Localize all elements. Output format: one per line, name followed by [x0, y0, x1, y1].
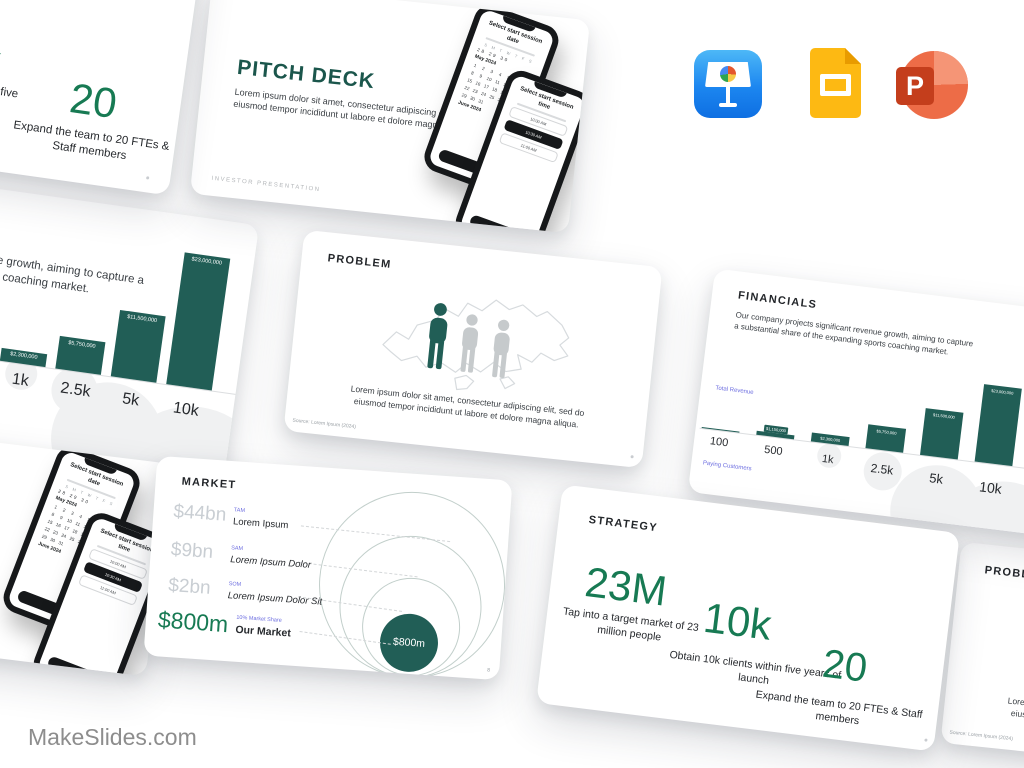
slide-card-problem[interactable]: PROBLEM Lorem ipsum	[283, 229, 663, 469]
keynote-pie-chart	[720, 66, 736, 82]
market-name: Our Market	[235, 623, 292, 640]
powerpoint-app-icon: P	[896, 50, 968, 122]
keynote-base	[719, 103, 737, 107]
source-note: Source: Lorem Ipsum (2024)	[949, 729, 1014, 743]
keynote-stand	[726, 87, 730, 104]
market-name: Lorem Ipsum	[232, 516, 289, 532]
chart-bar: $11,500,000	[920, 407, 964, 460]
slide-title: PROBLEM	[984, 564, 1024, 583]
chart-bar: $5,750,000	[55, 335, 106, 375]
market-name: Lorem Ipsum Dolor	[229, 554, 312, 571]
slide-title: MARKET	[181, 475, 237, 492]
slide-title: FINANCIALS	[737, 289, 818, 312]
market-value: $2bn	[167, 574, 212, 599]
y-axis-label: Total Revenue	[715, 385, 754, 397]
slide-card-market[interactable]: MARKET $800m $44bn TAM Lorem Ipsum $9bn …	[143, 455, 513, 681]
slide-card-pitch-deck[interactable]: PITCH DECK Lorem ipsum dolor sit amet, c…	[189, 0, 591, 234]
chart-category: 1k	[10, 370, 30, 390]
slide-card-strategy-fragment[interactable]: STRATEGY 10k Obtain 10k clients within f…	[0, 0, 219, 196]
chart-bar: $11,500,000	[110, 309, 166, 383]
bar-value-label: $2,300,000	[817, 433, 843, 444]
bar-value-label: $11,500,000	[930, 410, 958, 421]
bar-value-label: $23,000,000	[988, 386, 1016, 397]
chart-category: 500	[763, 443, 784, 458]
stat-value: 23M	[582, 558, 670, 615]
map-outline	[359, 265, 590, 407]
google-slides-fold	[845, 48, 861, 64]
powerpoint-p-badge: P	[896, 67, 934, 105]
market-tag: SOM	[228, 581, 242, 588]
market-tag: TAM	[233, 507, 246, 515]
bar-value-label: $1,150,000	[763, 424, 789, 435]
chart-category: 1k	[821, 452, 835, 467]
bar-value-label: $23,000,000	[188, 255, 225, 268]
slide-body-text: Our company projects significant revenue…	[733, 310, 974, 357]
bar-value-label: $5,750,000	[874, 427, 899, 438]
bar-value-label: $5,750,000	[65, 338, 99, 352]
market-name: Lorem Ipsum Dolor Sit	[227, 590, 323, 608]
market-tag: 10% Market Share	[236, 614, 282, 624]
chart-bar: $5,750,000	[865, 424, 907, 453]
chart-category: 100	[709, 435, 729, 450]
person-icon-teal	[421, 301, 455, 371]
person-icon-gray	[486, 318, 516, 380]
slide-footer: INVESTOR PRESENTATION	[211, 175, 321, 194]
market-value-our: $800m	[157, 606, 230, 638]
chart-bar: $23,000,000	[166, 252, 231, 391]
bar-value-label: $2,300,000	[7, 349, 40, 363]
phone-next-button	[468, 214, 530, 234]
person-icon-gray	[454, 313, 484, 375]
chart-bar: $23,000,000	[974, 384, 1022, 467]
page-number-mark	[630, 455, 634, 459]
x-axis-label: Paying Customers	[702, 460, 752, 473]
slide-card-financials[interactable]: FINANCIALS Our company projects signific…	[687, 268, 1024, 541]
keynote-app-icon	[694, 50, 762, 118]
site-logo-text: MakeSlides.com	[28, 724, 197, 750]
market-value: $9bn	[170, 539, 214, 563]
market-value: $44bn	[172, 501, 228, 526]
market-tag: SAM	[230, 545, 244, 553]
slide-body-text: Our company projects significant revenue…	[0, 226, 145, 296]
slide-title: STRATEGY	[588, 513, 659, 535]
phone-next-button	[46, 655, 107, 677]
google-slides-frame	[820, 74, 851, 96]
slide-card-strategy[interactable]: STRATEGY 23M Tap into a target market of…	[536, 484, 960, 752]
page-number-mark	[924, 738, 928, 742]
page-number: 8	[487, 667, 491, 674]
stat-value: 10k	[0, 28, 4, 87]
page-number-mark	[145, 176, 150, 180]
bar-value-label: $11,500,000	[124, 312, 160, 326]
source-note: Source: Lorem Ipsum (2024)	[292, 417, 357, 431]
stat-value: 20	[66, 74, 120, 128]
